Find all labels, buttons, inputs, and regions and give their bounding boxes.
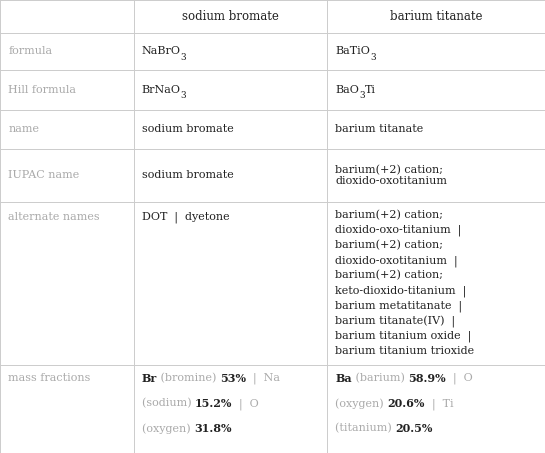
Text: dioxido-oxotitanium: dioxido-oxotitanium xyxy=(335,175,447,186)
Text: BrNaO: BrNaO xyxy=(142,85,181,95)
Text: 58.9%: 58.9% xyxy=(408,373,446,384)
Text: |  Ti: | Ti xyxy=(425,398,453,410)
Text: barium titanium oxide  |: barium titanium oxide | xyxy=(335,331,471,342)
Text: keto-dioxido-titanium  |: keto-dioxido-titanium | xyxy=(335,285,467,297)
Text: formula: formula xyxy=(8,46,52,57)
Text: (bromine): (bromine) xyxy=(157,373,220,383)
Text: dioxido-oxotitanium  |: dioxido-oxotitanium | xyxy=(335,255,458,266)
Text: BaTiO: BaTiO xyxy=(335,46,370,57)
Text: |  O: | O xyxy=(232,398,259,410)
Text: barium(+2) cation;: barium(+2) cation; xyxy=(335,270,443,280)
Text: 31.8%: 31.8% xyxy=(194,423,231,434)
Text: (oxygen): (oxygen) xyxy=(142,423,194,434)
Text: (oxygen): (oxygen) xyxy=(335,398,387,409)
Text: dioxido-oxo-titanium  |: dioxido-oxo-titanium | xyxy=(335,225,462,236)
Text: (titanium): (titanium) xyxy=(335,423,396,434)
Text: 3: 3 xyxy=(181,92,186,100)
Text: barium titanium trioxide: barium titanium trioxide xyxy=(335,346,474,356)
Text: 3: 3 xyxy=(359,92,365,100)
Text: 3: 3 xyxy=(181,53,186,62)
Text: barium(+2) cation;: barium(+2) cation; xyxy=(335,240,443,250)
Text: DOT  |  dyetone: DOT | dyetone xyxy=(142,212,229,223)
Text: (sodium): (sodium) xyxy=(142,398,195,408)
Text: barium titanate: barium titanate xyxy=(335,124,423,134)
Text: alternate names: alternate names xyxy=(8,212,100,222)
Text: barium(+2) cation;: barium(+2) cation; xyxy=(335,210,443,220)
Text: barium titanate(IV)  |: barium titanate(IV) | xyxy=(335,315,455,328)
Text: 3: 3 xyxy=(370,53,376,62)
Text: Ti: Ti xyxy=(365,85,376,95)
Text: 53%: 53% xyxy=(220,373,246,384)
Text: |  Na: | Na xyxy=(246,373,280,384)
Text: sodium bromate: sodium bromate xyxy=(142,170,233,180)
Text: Ba: Ba xyxy=(335,373,352,384)
Text: 20.5%: 20.5% xyxy=(396,423,433,434)
Text: NaBrO: NaBrO xyxy=(142,46,181,57)
Text: barium titanate: barium titanate xyxy=(390,10,482,23)
Text: (barium): (barium) xyxy=(352,373,408,383)
Text: sodium bromate: sodium bromate xyxy=(142,124,233,134)
Text: barium metatitanate  |: barium metatitanate | xyxy=(335,300,462,312)
Text: sodium bromate: sodium bromate xyxy=(182,10,278,23)
Text: 20.6%: 20.6% xyxy=(387,398,425,409)
Text: Hill formula: Hill formula xyxy=(8,85,76,95)
Text: BaO: BaO xyxy=(335,85,359,95)
Text: |  O: | O xyxy=(446,373,473,384)
Text: barium(+2) cation;: barium(+2) cation; xyxy=(335,164,443,175)
Text: mass fractions: mass fractions xyxy=(8,373,90,383)
Text: 15.2%: 15.2% xyxy=(195,398,232,409)
Text: Br: Br xyxy=(142,373,157,384)
Text: IUPAC name: IUPAC name xyxy=(8,170,80,180)
Text: name: name xyxy=(8,124,39,134)
